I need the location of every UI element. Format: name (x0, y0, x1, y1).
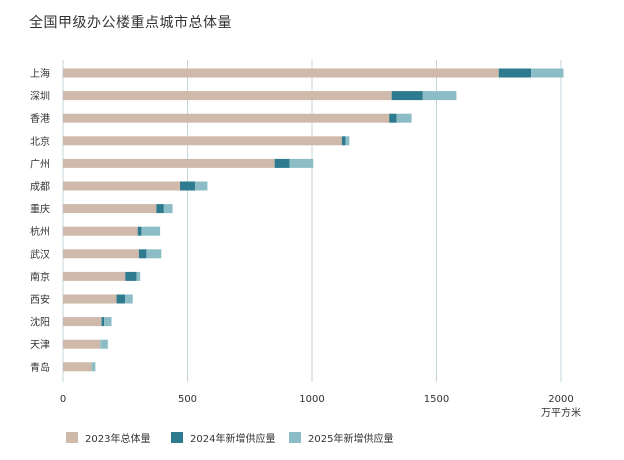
bar-segment (136, 271, 141, 281)
bar-segment (63, 91, 392, 101)
bar-segment (391, 91, 423, 101)
x-tick-label: 1500 (424, 394, 449, 405)
bar-segment (289, 158, 314, 168)
chart-title: 全国甲级办公楼重点城市总体量 (29, 15, 232, 31)
bar-segment (156, 204, 164, 214)
category-label: 广州 (30, 158, 50, 170)
category-label: 上海 (30, 67, 50, 80)
bar-segment (101, 317, 105, 327)
legend-label: 2025年新增供应量 (308, 432, 393, 445)
x-tick-label: 1000 (299, 394, 324, 405)
bar-segment (91, 362, 96, 372)
bar-segment (345, 136, 350, 146)
x-axis-ticks: 0 500 1000 1500 2000 (60, 394, 574, 405)
bar-segment (63, 158, 275, 168)
bar-segment (498, 68, 532, 78)
category-label: 深圳 (30, 91, 50, 103)
category-label: 沈阳 (30, 316, 50, 329)
bar-segment (100, 339, 108, 349)
bar-segment (63, 249, 139, 259)
x-tick-label: 0 (60, 394, 66, 405)
bar-segment (63, 362, 92, 372)
bar-segment (137, 226, 142, 236)
bar-segment (396, 113, 412, 123)
bar-segment (422, 91, 457, 101)
category-label: 西安 (30, 293, 50, 306)
bar-segment (63, 204, 157, 214)
legend-swatch (171, 432, 183, 443)
category-label: 青岛 (30, 361, 50, 374)
legend-item: 2024年新增供应量 (171, 432, 275, 445)
category-label: 武汉 (30, 248, 50, 261)
bar-segment (274, 158, 290, 168)
bar-segment (116, 294, 126, 304)
category-label: 重庆 (30, 203, 50, 216)
category-label: 杭州 (30, 225, 50, 238)
bar-segment (63, 68, 499, 78)
gridlines (62, 60, 562, 382)
bar-segment (63, 339, 101, 349)
bar-segment (63, 181, 181, 191)
bar-segment (125, 271, 137, 281)
bar-segment (63, 317, 102, 327)
bar-segment (63, 294, 117, 304)
x-tick-label: 2000 (548, 394, 573, 405)
category-label: 香港 (30, 113, 50, 125)
legend-label: 2024年新增供应量 (190, 432, 275, 445)
bar-segment (146, 249, 162, 259)
bars (63, 68, 564, 372)
category-label: 天津 (30, 339, 50, 351)
legend-swatch (289, 432, 301, 443)
bar-segment (341, 136, 346, 146)
bar-segment (531, 68, 564, 78)
bar-segment (180, 181, 195, 191)
bar-segment (141, 226, 161, 236)
bar-segment (63, 136, 342, 146)
bar-segment (194, 181, 208, 191)
category-label: 北京 (30, 135, 50, 148)
bar-segment (104, 317, 112, 327)
legend-label: 2023年总体量 (85, 432, 150, 445)
legend-item: 2025年新增供应量 (289, 432, 393, 445)
bar-segment (389, 113, 397, 123)
bar-segment (125, 294, 133, 304)
legend: 2023年总体量 2024年新增供应量 2025年新增供应量 (66, 432, 393, 445)
x-tick-label: 500 (178, 394, 197, 405)
category-label: 成都 (30, 181, 50, 193)
bar-segment (63, 271, 126, 281)
bar-segment (138, 249, 147, 259)
bar-segment (163, 204, 173, 214)
legend-item: 2023年总体量 (66, 432, 150, 445)
bar-segment (63, 113, 390, 123)
x-axis-unit-label: 万平方米 (541, 406, 581, 419)
bar-segment (63, 226, 138, 236)
category-label: 南京 (30, 270, 50, 283)
legend-swatch (66, 432, 78, 443)
